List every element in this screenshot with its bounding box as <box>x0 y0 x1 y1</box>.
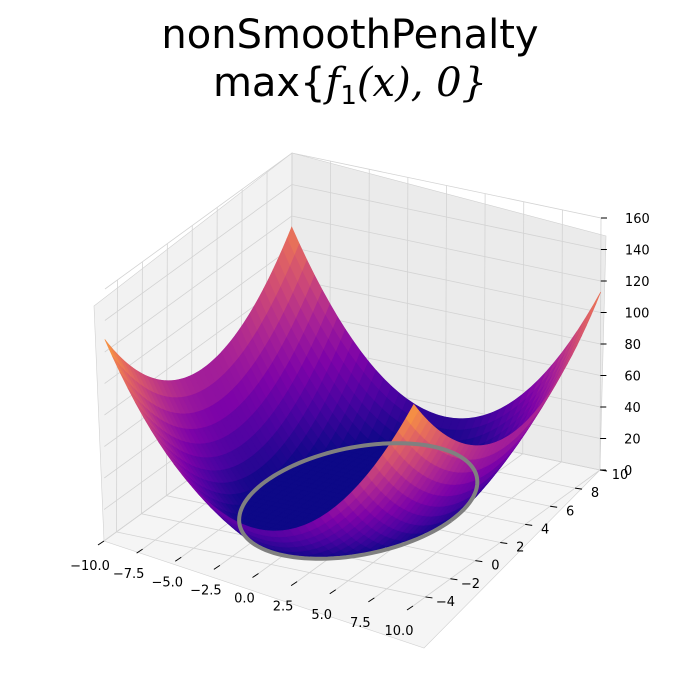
z-tick-label: 160 <box>625 212 650 227</box>
title-arg: (x), 0} <box>356 60 488 106</box>
x-tick-label: −5.0 <box>151 575 183 590</box>
z-tick-label: 80 <box>625 338 642 353</box>
title-func: f <box>325 60 341 106</box>
x-tick-mark <box>252 573 259 578</box>
x-tick-label: 0.0 <box>234 592 255 607</box>
y-tick-mark <box>450 578 458 581</box>
z-tick-label: 120 <box>625 275 650 290</box>
y-tick-label: 2 <box>516 541 524 556</box>
y-tick-label: 6 <box>566 504 574 519</box>
x-tick-mark <box>97 540 105 546</box>
y-tick-label: 10 <box>612 468 629 483</box>
x-tick-label: 5.0 <box>311 608 332 623</box>
axis-ticks: −10.0−7.5 −5.0 −2.5 0.0 2.5 5.0 7.5 10.0 −4 −2 0 2 4… <box>70 212 650 639</box>
z-tick-label: 140 <box>625 244 650 259</box>
x-tick-mark <box>290 581 298 587</box>
x-tick-label: −10.0 <box>70 559 110 574</box>
x-tick-label: 2.5 <box>273 600 294 615</box>
x-tick-mark <box>174 556 182 562</box>
x-tick-mark <box>406 605 414 611</box>
chart-title-line1: nonSmoothPenalty <box>161 12 539 58</box>
z-gridline <box>104 152 602 290</box>
z-tick-label: 20 <box>624 433 641 448</box>
y-tick-mark <box>550 505 558 508</box>
y-tick-mark <box>500 542 508 545</box>
z-gridline <box>104 215 601 353</box>
x-tick-label: −7.5 <box>113 567 145 582</box>
y-tick-mark <box>525 523 533 526</box>
y-tick-mark <box>574 487 583 490</box>
x-tick-label: 10.0 <box>385 624 414 639</box>
title-prefix: max{ <box>212 60 326 106</box>
z-tick-label: 40 <box>624 401 641 416</box>
surface-facet <box>405 403 419 425</box>
y-tick-label: 0 <box>491 559 499 574</box>
y-tick-mark <box>475 560 483 563</box>
z-tick-label: 60 <box>624 370 641 385</box>
y-tick-label: 8 <box>591 486 599 501</box>
x-tick-mark <box>213 564 221 570</box>
z-tick-label: 100 <box>625 307 650 322</box>
y-tick-mark <box>425 596 433 599</box>
x-tick-mark <box>136 548 143 554</box>
title-sub: 1 <box>340 81 357 111</box>
z-tick-label: 0 <box>624 464 632 479</box>
x-tick-label: −2.5 <box>190 583 222 598</box>
x-tick-label: 7.5 <box>350 616 371 631</box>
x-tick-mark <box>368 597 375 603</box>
chart-title-line2: max{f1(x), 0} <box>0 60 700 111</box>
z-gridline <box>104 184 601 321</box>
y-tick-label: −2 <box>461 577 480 592</box>
y-tick-label: −4 <box>436 595 455 610</box>
constraint-curve <box>237 441 480 561</box>
x-tick-mark <box>329 589 337 595</box>
y-tick-label: 4 <box>541 522 549 537</box>
constraint-ellipse <box>237 441 480 561</box>
